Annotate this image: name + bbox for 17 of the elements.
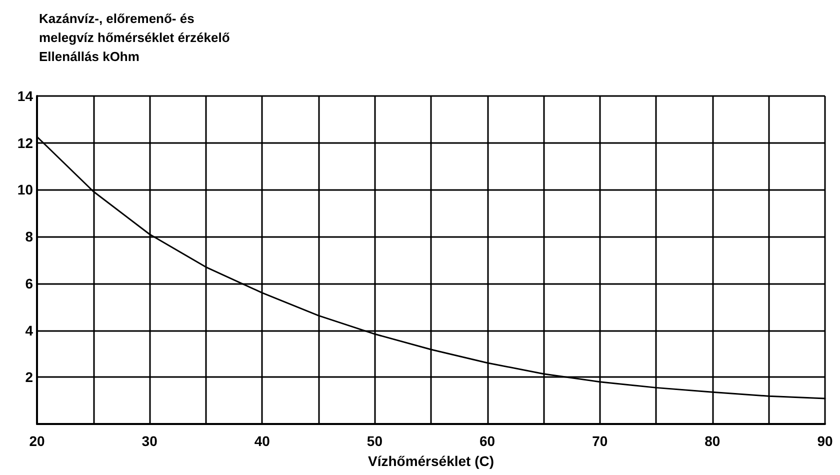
y-tick-label: 12 <box>17 134 34 151</box>
chart-title: Kazánvíz-, előremenő- és melegvíz hőmérséklet érzékelő Ellenállás kOhm <box>39 11 230 64</box>
x-tick-label: 40 <box>254 433 270 449</box>
y-tick-label: 4 <box>25 322 34 338</box>
y-tick-label: 8 <box>25 228 34 245</box>
x-tick-label: 50 <box>366 433 383 449</box>
x-tick-label: 90 <box>817 433 833 449</box>
y-tick-label: 14 <box>17 88 34 104</box>
x-tick-label: 70 <box>592 433 608 449</box>
x-tick-label: 80 <box>704 433 720 449</box>
y-tick-label: 2 <box>25 369 34 386</box>
x-tick-label: 30 <box>142 433 158 449</box>
x-tick-label: 20 <box>29 433 45 449</box>
y-tick-label: 10 <box>17 182 34 198</box>
y-tick-label: 6 <box>25 275 34 292</box>
x-tick-label: 60 <box>479 433 496 449</box>
x-axis-title: Vízhőmérséklet (C) <box>368 453 494 469</box>
